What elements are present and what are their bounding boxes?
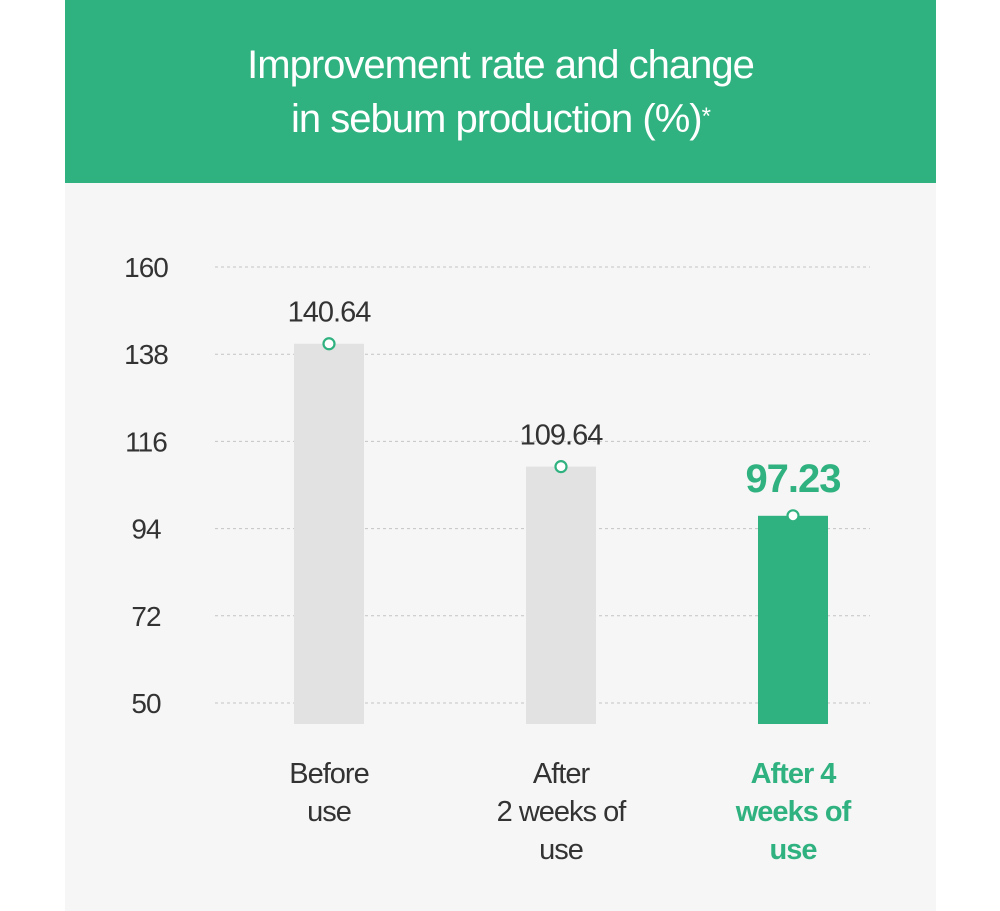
data-label: 109.64 <box>520 420 604 452</box>
bar <box>294 343 364 724</box>
x-category-label: weeks of <box>735 796 852 828</box>
y-tick-label: 160 <box>124 252 168 283</box>
y-tick-label: 138 <box>124 339 168 370</box>
x-category-label: use <box>539 834 583 866</box>
chart-title-line-2-text: in sebum production (%) <box>291 96 703 141</box>
chart-title-line-2: in sebum production (%)* <box>291 92 711 146</box>
x-category-label: 2 weeks of <box>497 796 628 828</box>
bar-marker <box>322 337 336 351</box>
chart-title-line-1: Improvement rate and change <box>247 42 755 87</box>
chart-title-asterisk: * <box>701 102 711 130</box>
x-category-label: Before <box>289 758 368 790</box>
bar-marker <box>554 460 568 474</box>
x-category-label: After 4 <box>751 758 837 790</box>
bar <box>758 515 828 724</box>
y-tick-label: 94 <box>131 514 161 545</box>
y-tick-label: 72 <box>131 601 161 632</box>
data-label: 97.23 <box>745 457 840 501</box>
chart-panel: Improvement rate and change in sebum pro… <box>65 0 936 911</box>
y-tick-label: 116 <box>125 426 167 457</box>
bar-marker <box>786 509 800 523</box>
chart-header: Improvement rate and change in sebum pro… <box>65 0 936 183</box>
bar <box>526 466 596 724</box>
x-category-label: use <box>770 834 818 866</box>
data-label: 140.64 <box>288 297 372 329</box>
y-tick-label: 50 <box>131 688 161 719</box>
x-category-label: After <box>533 758 591 790</box>
x-category-label: use <box>307 796 351 828</box>
